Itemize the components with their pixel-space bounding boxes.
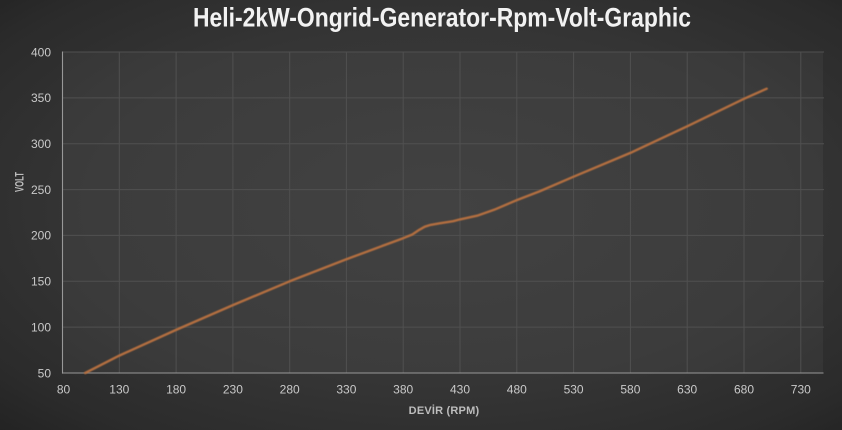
- svg-text:250: 250: [31, 183, 51, 197]
- svg-text:100: 100: [31, 320, 51, 334]
- svg-text:350: 350: [31, 91, 51, 105]
- svg-text:480: 480: [507, 382, 527, 396]
- svg-text:380: 380: [393, 382, 413, 396]
- svg-text:530: 530: [564, 382, 584, 396]
- svg-text:150: 150: [31, 275, 51, 289]
- svg-text:230: 230: [223, 382, 243, 396]
- svg-text:280: 280: [280, 382, 300, 396]
- svg-text:180: 180: [166, 382, 186, 396]
- svg-text:580: 580: [620, 382, 640, 396]
- svg-text:680: 680: [734, 382, 754, 396]
- svg-text:630: 630: [677, 382, 697, 396]
- svg-text:200: 200: [31, 229, 51, 243]
- svg-text:400: 400: [31, 45, 51, 59]
- svg-text:330: 330: [336, 382, 356, 396]
- svg-text:Heli-2kW-Ongrid-Generator-Rpm-: Heli-2kW-Ongrid-Generator-Rpm-Volt-Graph…: [193, 2, 691, 32]
- svg-text:430: 430: [450, 382, 470, 396]
- svg-text:80: 80: [57, 382, 71, 396]
- svg-text:VOLT: VOLT: [13, 172, 27, 192]
- svg-text:730: 730: [791, 382, 811, 396]
- svg-text:DEVİR (RPM): DEVİR (RPM): [409, 404, 480, 417]
- svg-text:300: 300: [31, 137, 51, 151]
- svg-text:130: 130: [109, 382, 129, 396]
- svg-text:50: 50: [38, 366, 52, 380]
